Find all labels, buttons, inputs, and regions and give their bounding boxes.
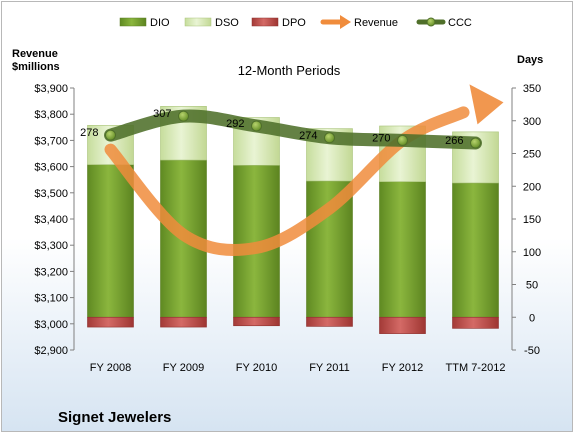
legend-swatch-dso bbox=[184, 17, 212, 27]
bar-dpo bbox=[452, 316, 499, 329]
ccc-data-label: 274 bbox=[299, 130, 317, 142]
right-tick-label: 150 bbox=[523, 214, 541, 226]
left-tick-label: $3,900 bbox=[34, 83, 68, 95]
left-tick-label: $3,200 bbox=[34, 266, 68, 278]
right-tick-label: 100 bbox=[523, 247, 541, 259]
category-label: FY 2008 bbox=[90, 362, 131, 374]
left-tick-label: $3,300 bbox=[34, 240, 68, 252]
right-tick-label: -50 bbox=[524, 345, 540, 357]
ccc-data-label: 266 bbox=[445, 135, 463, 147]
right-tick-label: 300 bbox=[523, 116, 541, 128]
ccc-line bbox=[104, 109, 482, 150]
ccc-point bbox=[324, 132, 335, 144]
legend-swatch-dpo bbox=[251, 17, 279, 27]
right-tick-label: 50 bbox=[526, 280, 538, 292]
legend-label-dio: DIO bbox=[150, 17, 170, 29]
company-name: Signet Jewelers bbox=[58, 409, 171, 426]
right-tick-label: 350 bbox=[523, 83, 541, 95]
legend-label-ccc: CCC bbox=[448, 17, 472, 29]
legend-swatch-ccc bbox=[416, 17, 446, 27]
left-tick-label: $3,700 bbox=[34, 135, 68, 147]
right-tick-label: 0 bbox=[529, 312, 535, 324]
ccc-point bbox=[251, 120, 262, 132]
left-tick-label: $3,400 bbox=[34, 214, 68, 226]
ccc-point bbox=[470, 137, 481, 149]
legend-label-dpo: DPO bbox=[282, 17, 306, 29]
ccc-data-label: 278 bbox=[80, 127, 98, 139]
legend-swatch-revenue bbox=[320, 15, 351, 29]
right-axis-ticks: -50 0 50 100 150 200 250 300 350 bbox=[512, 83, 541, 357]
left-tick-label: $3,600 bbox=[34, 162, 68, 174]
right-tick-label: 200 bbox=[523, 181, 541, 193]
ccc-point bbox=[178, 110, 189, 122]
legend: DIO DSO DPO Revenue CCC bbox=[119, 15, 472, 29]
chart-title: 12-Month Periods bbox=[238, 63, 341, 78]
right-axis-title: Days bbox=[517, 54, 543, 66]
revenue-arrowhead bbox=[469, 84, 504, 125]
bar-dio bbox=[379, 181, 426, 318]
ccc-point bbox=[105, 129, 116, 141]
left-tick-label: $3,000 bbox=[34, 319, 68, 331]
bar-dpo bbox=[233, 316, 280, 327]
bar-dio bbox=[452, 182, 499, 318]
category-label: FY 2011 bbox=[309, 362, 350, 374]
bar-dpo bbox=[160, 316, 207, 328]
category-label: FY 2012 bbox=[382, 362, 423, 374]
category-labels: FY 2008 FY 2009 FY 2010 FY 2011 FY 2012 TTM 7… bbox=[90, 362, 506, 374]
left-tick-label: $3,100 bbox=[34, 293, 68, 305]
legend-label-dso: DSO bbox=[215, 17, 239, 29]
left-tick-label: $2,900 bbox=[34, 345, 68, 357]
ccc-data-label: 307 bbox=[153, 108, 171, 120]
ccc-series: 278 307 292 274 270 266 bbox=[80, 108, 482, 150]
category-label: FY 2010 bbox=[236, 362, 277, 374]
bar-dpo bbox=[306, 316, 353, 327]
ccc-data-label: 292 bbox=[226, 118, 244, 130]
left-axis-title-line2: $millions bbox=[12, 61, 60, 73]
legend-label-revenue: Revenue bbox=[354, 17, 398, 29]
bar-dpo bbox=[87, 316, 134, 328]
bar-dpo bbox=[379, 316, 426, 334]
category-label: TTM 7-2012 bbox=[446, 362, 506, 374]
ccc-point bbox=[397, 134, 408, 146]
legend-swatch-dio bbox=[119, 17, 147, 27]
left-tick-label: $3,800 bbox=[34, 109, 68, 121]
left-axis-ticks: $2,900 $3,000 $3,100 $3,200 $3,300 $3,400 $3,5… bbox=[34, 83, 74, 357]
category-label: FY 2009 bbox=[163, 362, 204, 374]
left-tick-label: $3,500 bbox=[34, 188, 68, 200]
ccc-data-label: 270 bbox=[372, 132, 390, 144]
left-axis-title-line1: Revenue bbox=[12, 48, 58, 60]
right-tick-label: 250 bbox=[523, 149, 541, 161]
bar-dio bbox=[87, 164, 134, 318]
